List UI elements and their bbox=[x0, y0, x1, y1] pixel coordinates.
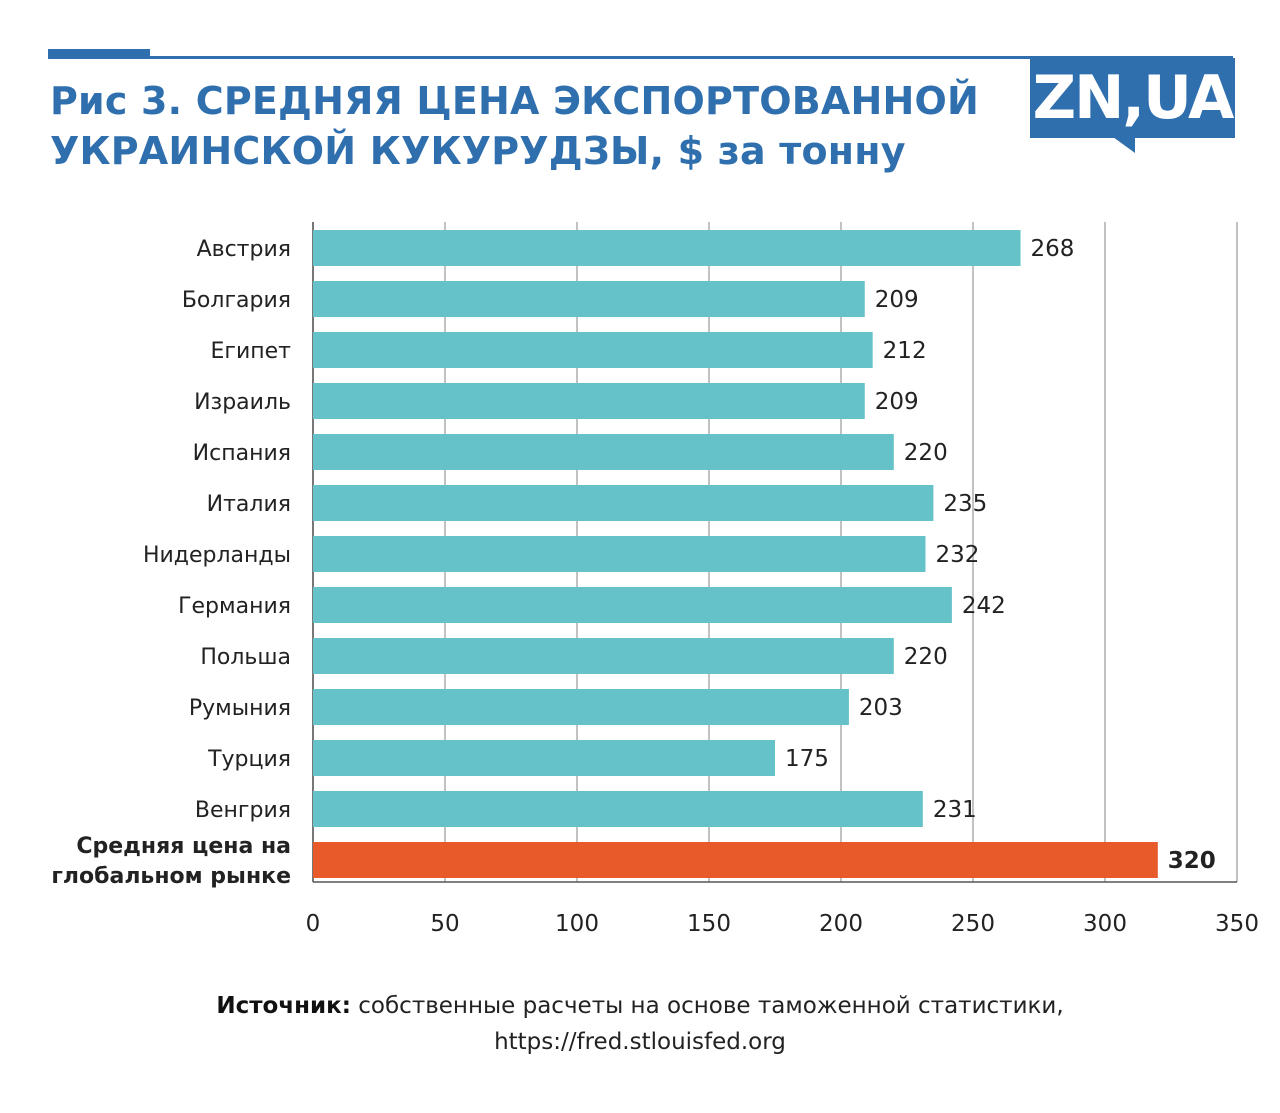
x-tick-label: 150 bbox=[687, 911, 731, 937]
data-label: 268 bbox=[1031, 236, 1075, 262]
bar bbox=[313, 383, 865, 419]
bar bbox=[313, 230, 1021, 266]
category-label: Италия bbox=[207, 492, 291, 517]
header-rule bbox=[48, 56, 1233, 59]
category-label: глобальном рынке bbox=[51, 864, 291, 889]
data-label: 242 bbox=[962, 593, 1006, 619]
data-label: 209 bbox=[875, 389, 919, 415]
x-tick-label: 300 bbox=[1083, 911, 1127, 937]
bar bbox=[313, 587, 952, 623]
data-label: 209 bbox=[875, 287, 919, 313]
bar bbox=[313, 689, 849, 725]
source-note: Источник: собственные расчеты на основе … bbox=[0, 988, 1280, 1060]
bar-chart: 0 50 100 150 200 250 300 350 268 Австрия 209 Болгар… bbox=[51, 222, 1259, 937]
data-label: 220 bbox=[904, 440, 948, 466]
x-tick-label: 0 bbox=[306, 911, 321, 937]
header-accent-bar bbox=[48, 49, 150, 58]
category-label: Румыния bbox=[189, 696, 291, 721]
data-label: 220 bbox=[904, 644, 948, 670]
source-label: Источник: bbox=[216, 993, 351, 1019]
source-text: собственные расчеты на основе таможенной… bbox=[358, 993, 1064, 1019]
chart-title-line-2: УКРАИНСКОЙ КУКУРУДЗЫ, $ за тонну bbox=[50, 129, 906, 173]
data-label: 231 bbox=[933, 797, 977, 823]
category-label: Испания bbox=[193, 441, 291, 466]
x-tick-label: 250 bbox=[951, 911, 995, 937]
data-label: 212 bbox=[883, 338, 927, 364]
bar bbox=[313, 791, 923, 827]
x-tick-label: 200 bbox=[819, 911, 863, 937]
zn-ua-logo: ZN,UA bbox=[1030, 58, 1235, 138]
category-label: Венгрия bbox=[195, 798, 291, 823]
x-tick-label: 50 bbox=[430, 911, 459, 937]
source-line-1: Источник: собственные расчеты на основе … bbox=[0, 988, 1280, 1024]
category-label: Нидерланды bbox=[143, 543, 291, 568]
x-tick-label: 350 bbox=[1215, 911, 1259, 937]
category-label: Польша bbox=[200, 645, 291, 670]
bar bbox=[313, 638, 894, 674]
bar bbox=[313, 485, 934, 521]
category-label: Израиль bbox=[194, 390, 291, 415]
data-label: 175 bbox=[785, 746, 829, 772]
category-label: Турция bbox=[207, 747, 291, 772]
bar-highlight bbox=[313, 842, 1158, 878]
bar bbox=[313, 332, 873, 368]
data-label: 235 bbox=[943, 491, 987, 517]
data-label: 232 bbox=[935, 542, 979, 568]
data-label: 203 bbox=[859, 695, 903, 721]
category-label: Средняя цена на bbox=[76, 834, 291, 859]
category-label: Австрия bbox=[197, 237, 291, 262]
logo-text: ZN,UA bbox=[1032, 63, 1235, 133]
bar bbox=[313, 740, 775, 776]
x-tick-label: 100 bbox=[555, 911, 599, 937]
category-label: Египет bbox=[211, 339, 292, 364]
bar bbox=[313, 536, 926, 572]
logo-speech-tail bbox=[1113, 137, 1135, 153]
chart-title: Рис 3. СРЕДНЯЯ ЦЕНА ЭКСПОРТОВАННОЙ УКРАИ… bbox=[50, 76, 1010, 176]
category-label: Болгария bbox=[182, 288, 291, 313]
bar bbox=[313, 434, 894, 470]
bar bbox=[313, 281, 865, 317]
source-url: https://fred.stlouisfed.org bbox=[494, 1029, 786, 1055]
category-label: Германия bbox=[178, 594, 291, 619]
data-label: 320 bbox=[1168, 848, 1216, 874]
chart-title-line-1: Рис 3. СРЕДНЯЯ ЦЕНА ЭКСПОРТОВАННОЙ bbox=[50, 79, 979, 123]
